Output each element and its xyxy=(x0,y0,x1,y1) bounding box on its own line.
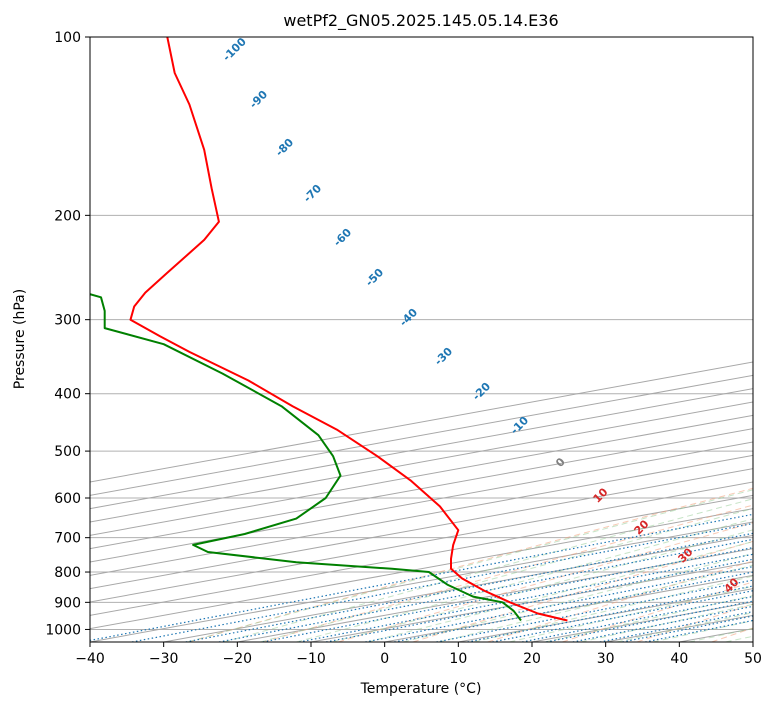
mixing-ratio-line xyxy=(521,595,753,642)
isotherm-line xyxy=(90,481,753,603)
x-tick-label: 40 xyxy=(670,651,688,667)
x-axis-label: Temperature (°C) xyxy=(360,681,482,697)
x-tick-label: −30 xyxy=(149,651,179,667)
mixing-ratio-line xyxy=(492,590,753,642)
isotherm-line xyxy=(163,534,753,642)
mixing-ratio-line xyxy=(546,600,753,642)
moist-adiabat-line xyxy=(187,489,753,642)
dry-adiabat-line xyxy=(263,504,753,642)
moist-adiabat-line xyxy=(331,529,753,642)
y-axis-label: Pressure (hPa) xyxy=(12,289,28,389)
mixing-ratio-line xyxy=(131,522,753,642)
mixing-ratio-line xyxy=(572,605,753,642)
isotherm-label: -60 xyxy=(331,226,354,249)
isotherm-line xyxy=(90,428,753,550)
dry-adiabat-line xyxy=(562,581,753,642)
series-layer xyxy=(90,37,568,622)
mixing-ratio-line xyxy=(185,532,753,642)
x-tick-label: 0 xyxy=(380,651,389,667)
dry-adiabat-line xyxy=(711,627,753,642)
mixing-ratio-line xyxy=(467,585,753,642)
x-tick-label: 30 xyxy=(597,651,615,667)
x-axis: −40 −30 −20 −10 0 10 20 30 40 50 xyxy=(75,642,762,667)
isotherm-line xyxy=(90,441,753,563)
dry-adiabat-line xyxy=(412,540,753,642)
isotherm-line xyxy=(310,561,753,642)
isotherm-label: -70 xyxy=(301,182,324,205)
isotherm-line xyxy=(237,548,753,642)
moist-adiabat-line xyxy=(367,541,753,642)
mixing-ratio-line xyxy=(599,610,753,642)
isotherm-line xyxy=(679,628,753,642)
isotherm-label: -40 xyxy=(397,306,420,329)
annotation-layer: -100-90-80-70-60-50-40-30-20-100.10.20.4… xyxy=(220,35,742,596)
isotherm-label: -50 xyxy=(363,266,386,289)
isotherm-line xyxy=(90,508,753,630)
y-tick-label: 700 xyxy=(54,531,81,547)
x-tick-label: −40 xyxy=(75,651,105,667)
isotherm-line xyxy=(90,361,753,483)
isotherm-line xyxy=(90,494,753,616)
y-tick-label: 900 xyxy=(54,595,81,611)
y-tick-label: 400 xyxy=(54,387,81,403)
isotherm-line xyxy=(90,468,753,590)
isotherm-label: -90 xyxy=(247,88,270,111)
dry-adiabat-line xyxy=(188,487,753,642)
isotherm-line xyxy=(752,641,753,642)
dewpoint-profile-line xyxy=(90,293,522,622)
mixing-ratio-line xyxy=(622,615,753,642)
mixing-ratio-line xyxy=(262,546,753,642)
moist-adiabat-line xyxy=(473,575,753,642)
dry-adiabat-line xyxy=(487,560,753,642)
x-tick-label: −10 xyxy=(296,651,326,667)
isotherm-line xyxy=(90,521,753,642)
moist-adiabat-line xyxy=(580,603,753,642)
y-tick-label: 300 xyxy=(54,313,81,329)
isotherm-label: -80 xyxy=(273,136,296,159)
isotherm-label: -30 xyxy=(432,345,455,368)
mixing-ratio-line xyxy=(90,513,753,642)
moist-adiabat-line xyxy=(296,518,753,642)
plot-frame xyxy=(89,36,754,643)
mixing-ratio-line xyxy=(394,571,753,642)
temperature-profile-line xyxy=(129,37,568,622)
x-tick-label: 10 xyxy=(449,651,467,667)
chart-title: wetPf2_GN05.2025.145.05.14.E36 xyxy=(283,11,558,31)
y-tick-label: 500 xyxy=(54,444,81,460)
y-tick-label: 800 xyxy=(54,565,81,581)
x-tick-label: 20 xyxy=(523,651,541,667)
y-tick-label: 1000 xyxy=(45,622,81,638)
x-tick-label: −20 xyxy=(223,651,253,667)
surface-temp-label: 10 xyxy=(591,485,611,505)
grid-layer xyxy=(90,37,753,642)
isotherm-label: -100 xyxy=(220,35,249,64)
y-tick-label: 100 xyxy=(54,30,81,46)
isotherm-line xyxy=(458,588,753,642)
isotherm-line xyxy=(90,388,753,510)
moist-adiabat-line xyxy=(223,498,753,642)
y-tick-label: 200 xyxy=(54,208,81,224)
y-axis: 100 200 300 400 500 600 700 800 900 1000 xyxy=(45,30,90,638)
isotherm-label: -20 xyxy=(470,380,493,403)
moist-adiabat-line xyxy=(652,620,753,642)
x-tick-label: 50 xyxy=(744,651,762,667)
isotherm-line xyxy=(90,414,753,536)
isotherm-line xyxy=(90,454,753,576)
isotherm-line xyxy=(90,374,753,496)
mixing-ratio-line xyxy=(218,538,753,642)
y-tick-label: 600 xyxy=(54,491,81,507)
guide-lines-layer xyxy=(90,487,753,642)
isotherm-label: -10 xyxy=(508,414,531,437)
moist-adiabat-line xyxy=(402,552,753,642)
moist-adiabat-line xyxy=(260,507,753,642)
isotherm-line xyxy=(90,401,753,523)
